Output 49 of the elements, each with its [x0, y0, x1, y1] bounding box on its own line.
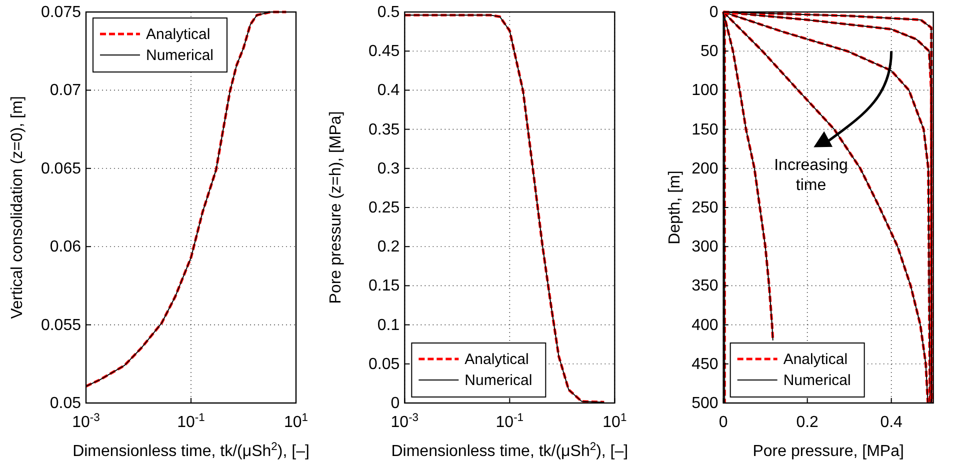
- y-tick-label: 0.4: [377, 82, 400, 100]
- y-tick-label: 0.45: [368, 43, 400, 60]
- x-axis-title: Dimensionless time, tk/(μSh$^{2}$), [–]: [391, 441, 628, 460]
- x-tick-label: 0.2: [796, 414, 819, 431]
- y-tick-label: 0.5: [377, 4, 400, 21]
- y-tick-label: 450: [692, 356, 718, 373]
- legend-label: Numerical: [146, 47, 214, 64]
- legend-label: Analytical: [464, 351, 529, 368]
- y-tick-label: 500: [692, 395, 718, 412]
- y-tick-label: 0.05: [368, 356, 400, 373]
- legend-label: Numerical: [783, 372, 851, 389]
- legend-label: Numerical: [464, 372, 532, 389]
- y-tick-label: 0: [709, 4, 718, 21]
- y-tick-label: 350: [692, 278, 718, 295]
- y-tick-label: 50: [700, 43, 718, 60]
- y-tick-label: 0.06: [50, 238, 82, 256]
- y-tick-label: 300: [692, 238, 718, 256]
- x-tick-label: 10$^{-1}$: [496, 412, 524, 431]
- x-tick-label: 0.4: [880, 414, 903, 431]
- x-tick-label: 10$^{1}$: [602, 412, 627, 431]
- y-tick-label: 200: [692, 160, 718, 178]
- x-tick-label: 10$^{-3}$: [390, 412, 419, 431]
- y-axis-title: Vertical consolidation (z=0), [m]: [9, 96, 26, 319]
- y-tick-label: 0.15: [368, 278, 400, 295]
- y-tick-label: 400: [692, 316, 718, 334]
- legend-label: Analytical: [783, 351, 848, 368]
- x-tick-label: 10$^{-1}$: [177, 412, 205, 431]
- x-axis-title: Dimensionless time, tk/(μSh$^{2}$), [–]: [72, 441, 310, 460]
- x-axis-title: Pore pressure, [MPa]: [752, 443, 904, 460]
- y-tick-label: 0.065: [40, 160, 82, 178]
- y-axis-title: Pore pressure (z=h), [MPa]: [328, 111, 345, 304]
- y-axis-title: Depth, [m]: [666, 170, 684, 244]
- annotation: Increasing time: [774, 156, 848, 194]
- y-tick-label: 0.25: [368, 200, 400, 216]
- y-tick-label: 0.07: [50, 82, 82, 100]
- legend-label: Analytical: [146, 26, 210, 43]
- y-tick-label: 100: [692, 82, 718, 100]
- y-tick-label: 0.055: [40, 316, 82, 334]
- x-tick-label: 10$^{1}$: [284, 412, 308, 431]
- x-tick-label: 10$^{-3}$: [72, 412, 100, 431]
- y-tick-label: 0.2: [377, 238, 400, 256]
- y-tick-label: 0.35: [368, 121, 400, 138]
- y-tick-label: 0: [390, 395, 400, 412]
- y-tick-label: 0.05: [50, 395, 82, 412]
- y-tick-label: 0.3: [377, 160, 400, 178]
- y-tick-label: 250: [692, 200, 718, 216]
- y-tick-label: 0.1: [377, 316, 400, 334]
- y-tick-label: 150: [692, 121, 718, 138]
- y-tick-label: 0.075: [40, 4, 82, 21]
